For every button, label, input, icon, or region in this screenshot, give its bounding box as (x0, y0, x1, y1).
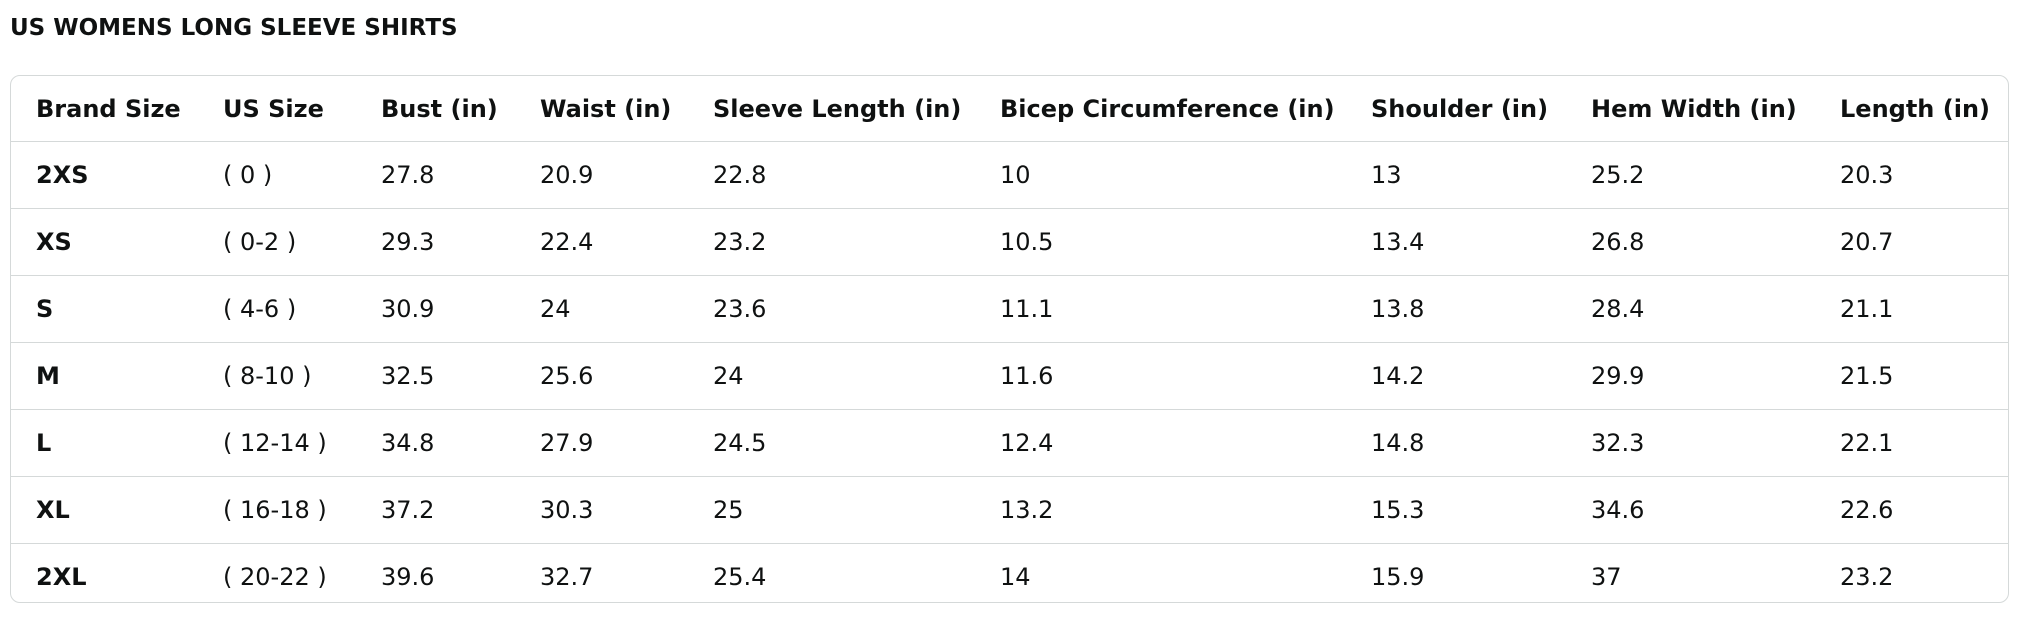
title: US WOMENS LONG SLEEVE SHIRTS (10, 15, 458, 41)
table-cell: 34.6 (1591, 476, 1840, 544)
table-row: 2XS( 0 ) 27.8 20.9 22.8 10 13 25.2 20.3 (11, 141, 2008, 209)
header-row: Brand Size US Size Bust (in) Waist (in) Slee… (11, 76, 2008, 142)
table-row: L( 12-14 ) 34.8 27.9 24.5 12.4 14.8 32.3 22.1 (11, 409, 2008, 477)
size-table: Brand Size US Size Bust (in) Waist (in) Slee… (11, 76, 2008, 603)
header-cell: Sleeve Length (in) (713, 76, 1000, 142)
table-cell: 24.5 (713, 409, 1000, 477)
table-row: M( 8-10 ) 32.5 25.6 24 11.6 14.2 29.9 21.5 (11, 342, 2008, 410)
table-cell: 11.6 (1000, 342, 1371, 410)
table-cell: 14.8 (1371, 409, 1591, 477)
table-cell: 13.8 (1371, 275, 1591, 343)
table-cell: 12.4 (1000, 409, 1371, 477)
table-cell: 22.4 (540, 208, 713, 276)
table-cell: 10.5 (1000, 208, 1371, 276)
table-cell: 14 (1000, 563, 1031, 591)
table-cell: ( 0 ) (223, 141, 381, 209)
table-cell: 29.9 (1591, 342, 1840, 410)
table-row: XL( 16-18 ) 37.2 30.3 25 13.2 15.3 34.6 22.6 (11, 476, 2008, 544)
table-cell: ( 0-2 ) (223, 208, 381, 276)
table-cell: 27.8 (381, 141, 540, 209)
table-container: Brand Size US Size Bust (in) Waist (in) Slee… (10, 75, 2009, 603)
header-cell: Bust (in) (381, 76, 540, 142)
header-cell: Length (in) (1840, 76, 2008, 142)
table-cell: 32.5 (381, 342, 540, 410)
table-cell: 25.2 (1591, 141, 1840, 209)
table-cell: 20.7 (1840, 208, 2008, 276)
table-cell: XS (11, 208, 223, 276)
table-cell: 14.2 (1371, 342, 1591, 410)
table-cell: 21.1 (1840, 275, 2008, 343)
table-cell: 39.6 (381, 563, 435, 591)
table-cell: ( 20-22 ) (223, 563, 327, 591)
table-row: XS( 0-2 ) 29.3 22.4 23.2 10.5 13.4 26.8 20.7 (11, 208, 2008, 276)
table-cell: 13.2 (1000, 476, 1371, 544)
table-cell: 15.3 (1371, 476, 1591, 544)
table-cell: 25.4 (713, 563, 767, 591)
table-cell: 24 (713, 342, 1000, 410)
table-cell: 34.8 (381, 409, 540, 477)
header-cell: Waist (in) (540, 76, 713, 142)
table-cell: 37 (1591, 563, 1622, 591)
table-cell: 2XL (36, 563, 87, 591)
table-cell: 11.1 (1000, 275, 1371, 343)
table-cell: ( 4-6 ) (223, 275, 381, 343)
table-cell: ( 8-10 ) (223, 342, 381, 410)
table-cell: 37.2 (381, 476, 540, 544)
table-cell: 22.8 (713, 141, 1000, 209)
table-cell: 30.3 (540, 476, 713, 544)
table-cell: XL (11, 476, 223, 544)
table-cell: 24 (540, 275, 713, 343)
table-cell: 20.9 (540, 141, 713, 209)
table-row: 2XL ( 20-22 ) 39.6 32.7 25.4 14 15.9 37 23.2 (11, 544, 2008, 603)
table-cell: 22.1 (1840, 409, 2008, 477)
table-cell: 22.6 (1840, 476, 2008, 544)
table-cell: 26.8 (1591, 208, 1840, 276)
table-cell: 27.9 (540, 409, 713, 477)
table-cell: 13 (1371, 141, 1591, 209)
table-cell: 32.7 (540, 563, 594, 591)
header-cell: Brand Size (11, 76, 223, 142)
header-cell: Hem Width (in) (1591, 76, 1840, 142)
table-cell: 29.3 (381, 208, 540, 276)
table-cell: 13.4 (1371, 208, 1591, 276)
table-cell: 15.9 (1371, 563, 1425, 591)
table-cell: 25 (713, 476, 1000, 544)
table-cell: 30.9 (381, 275, 540, 343)
table-cell: 10 (1000, 141, 1371, 209)
table-cell: 21.5 (1840, 342, 2008, 410)
header-cell: US Size (223, 76, 381, 142)
header-cell: Bicep Circumference (in) (1000, 76, 1371, 142)
table-cell: 32.3 (1591, 409, 1840, 477)
table-cell: 23.6 (713, 275, 1000, 343)
table-cell: 25.6 (540, 342, 713, 410)
table-cell: ( 12-14 ) (223, 409, 381, 477)
table-cell: S (11, 275, 223, 343)
table-cell: 28.4 (1591, 275, 1840, 343)
table-cell: ( 16-18 ) (223, 476, 381, 544)
table-cell: L (11, 409, 223, 477)
table-cell: 23.2 (713, 208, 1000, 276)
table-cell: 23.2 (1840, 563, 1894, 591)
table-row: S( 4-6 ) 30.9 24 23.6 11.1 13.8 28.4 21.1 (11, 275, 2008, 343)
header-cell: Shoulder (in) (1371, 76, 1591, 142)
table-cell: 2XS (11, 141, 223, 209)
table-cell: M (11, 342, 223, 410)
table-cell: 20.3 (1840, 141, 2008, 209)
